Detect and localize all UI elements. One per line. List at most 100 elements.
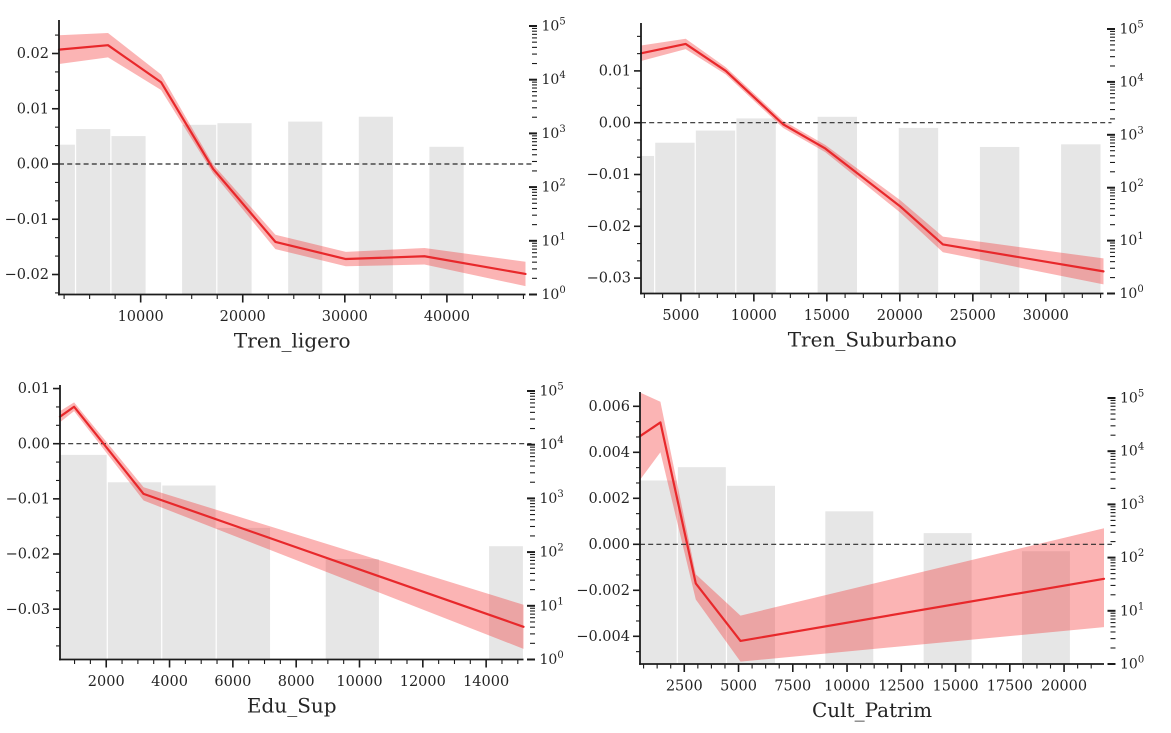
x-tick-label: 12500 bbox=[878, 679, 924, 695]
histogram-bar bbox=[216, 527, 271, 660]
chart-tren-suburbano: 0.01 0.00 −0.01 −0.02 −0.03 5000 10000 15000 200… bbox=[587, 20, 1144, 352]
x-tick-label: 20000 bbox=[220, 309, 266, 325]
chart-cult-patrim: 0.006 0.004 0.002 0.000 −0.002 −0.004 2500 5000… bbox=[576, 389, 1144, 723]
x-tick-label: 7500 bbox=[774, 679, 811, 695]
histogram-bar bbox=[288, 121, 323, 295]
x-axis-title: Cult_Patrim bbox=[812, 698, 932, 722]
y-tick-label: −0.01 bbox=[6, 491, 50, 507]
y-tick-label: −0.02 bbox=[587, 219, 631, 235]
log-tick-label: 100 bbox=[540, 650, 564, 668]
x-tick-label: 6000 bbox=[214, 674, 251, 690]
histogram-bar bbox=[76, 129, 111, 295]
y-tick-label: 0.01 bbox=[17, 101, 49, 117]
x-tick-label: 8000 bbox=[278, 674, 315, 690]
histogram-bar bbox=[641, 155, 655, 294]
histogram-bar bbox=[162, 485, 216, 660]
log-tick-label: 101 bbox=[1120, 601, 1144, 619]
log-tick-label: 104 bbox=[542, 70, 566, 88]
y-tick-label: −0.01 bbox=[5, 212, 49, 228]
histogram-bar bbox=[429, 146, 464, 295]
x-tick-label: 40000 bbox=[424, 309, 470, 325]
y-tick-label: 0.01 bbox=[599, 64, 631, 80]
x-tick-label: 17500 bbox=[987, 679, 1033, 695]
histogram-bar bbox=[60, 454, 107, 660]
x-tick-label: 30000 bbox=[322, 309, 368, 325]
log-tick-label: 105 bbox=[1120, 20, 1144, 38]
y-tick-label: 0.00 bbox=[599, 115, 631, 131]
x-tick-label: 15000 bbox=[932, 679, 978, 695]
histogram-bar bbox=[825, 511, 874, 664]
histogram-bar bbox=[325, 559, 379, 660]
log-tick-label: 104 bbox=[1120, 442, 1144, 460]
histogram-bars bbox=[59, 116, 464, 295]
y-tick-label: 0.000 bbox=[588, 537, 630, 553]
log-tick-label: 104 bbox=[1120, 72, 1144, 90]
y-tick-label: 0.004 bbox=[588, 445, 630, 461]
pdp-line bbox=[639, 42, 1105, 273]
log-tick-label: 102 bbox=[1120, 548, 1144, 566]
x-tick-label: 5000 bbox=[662, 308, 699, 324]
pdp-line bbox=[638, 421, 1106, 643]
log-tick-label: 105 bbox=[1120, 389, 1144, 407]
x-tick-label: 14000 bbox=[463, 674, 509, 690]
log-tick-label: 101 bbox=[542, 231, 566, 249]
histogram-bar bbox=[923, 533, 972, 664]
log-tick-label: 100 bbox=[1120, 655, 1144, 673]
y-tick-label: −0.02 bbox=[6, 547, 50, 563]
log-tick-label: 103 bbox=[540, 489, 564, 507]
right-log-axis: 100 101 102 103 104 105 bbox=[1107, 389, 1144, 673]
histogram-bar bbox=[736, 118, 776, 294]
x-axis-title: Edu_Sup bbox=[247, 694, 337, 718]
x-tick-label: 5000 bbox=[720, 679, 757, 695]
x-tick-label: 4000 bbox=[151, 674, 188, 690]
histogram-bar bbox=[107, 482, 162, 660]
log-tick-label: 100 bbox=[1120, 284, 1144, 302]
x-tick-label: 20000 bbox=[877, 308, 923, 324]
x-axis-title: Tren_Suburbano bbox=[788, 328, 957, 352]
y-tick-label: −0.01 bbox=[587, 167, 631, 183]
histogram-bar bbox=[182, 124, 217, 295]
pdp-line bbox=[58, 405, 525, 628]
y-tick-label: 0.002 bbox=[588, 491, 630, 507]
log-tick-label: 104 bbox=[540, 435, 564, 453]
y-tick-label: 0.02 bbox=[17, 46, 49, 62]
log-tick-label: 101 bbox=[540, 596, 564, 614]
right-log-axis: 100 101 102 103 104 105 bbox=[527, 382, 564, 668]
axes: 0.01 0.00 −0.01 −0.02 −0.03 2000 4000 6000 8000 1… bbox=[6, 381, 524, 690]
y-tick-label: −0.004 bbox=[576, 629, 630, 645]
x-tick-label: 10000 bbox=[336, 674, 382, 690]
histogram-bar bbox=[979, 146, 1020, 294]
log-tick-label: 102 bbox=[542, 178, 566, 196]
log-tick-label: 105 bbox=[540, 382, 564, 400]
y-tick-label: −0.002 bbox=[576, 583, 630, 599]
y-tick-label: 0.00 bbox=[17, 157, 49, 173]
log-tick-label: 105 bbox=[542, 17, 566, 35]
histogram-bar bbox=[677, 467, 726, 664]
y-tick-label: −0.03 bbox=[6, 602, 50, 618]
y-tick-label: 0.01 bbox=[18, 381, 50, 397]
y-tick-label: −0.03 bbox=[587, 271, 631, 287]
histogram-bar bbox=[358, 116, 393, 295]
axes: 0.006 0.004 0.002 0.000 −0.002 −0.004 2500 5000… bbox=[576, 392, 1104, 695]
right-log-axis: 100 101 102 103 104 105 bbox=[529, 17, 566, 303]
x-tick-label: 12000 bbox=[400, 674, 446, 690]
y-tick-label: −0.02 bbox=[5, 267, 49, 283]
x-tick-label: 10000 bbox=[824, 679, 870, 695]
histogram-bar bbox=[817, 116, 857, 294]
histogram-bar bbox=[655, 142, 695, 294]
confidence-band bbox=[640, 392, 1104, 662]
histogram-bar bbox=[640, 480, 677, 664]
histogram-bars bbox=[641, 116, 1101, 294]
right-log-axis: 100 101 102 103 104 105 bbox=[1107, 20, 1144, 302]
log-tick-label: 101 bbox=[1120, 231, 1144, 249]
histogram-bars bbox=[640, 467, 1070, 664]
log-tick-label: 103 bbox=[1120, 125, 1144, 143]
x-tick-label: 15000 bbox=[804, 308, 850, 324]
x-axis-title: Tren_ligero bbox=[234, 329, 351, 353]
x-tick-label: 25000 bbox=[950, 308, 996, 324]
pdp-line bbox=[57, 44, 527, 276]
histogram-bar bbox=[111, 136, 146, 295]
x-tick-label: 20000 bbox=[1041, 679, 1087, 695]
y-tick-label: 0.00 bbox=[18, 436, 50, 452]
